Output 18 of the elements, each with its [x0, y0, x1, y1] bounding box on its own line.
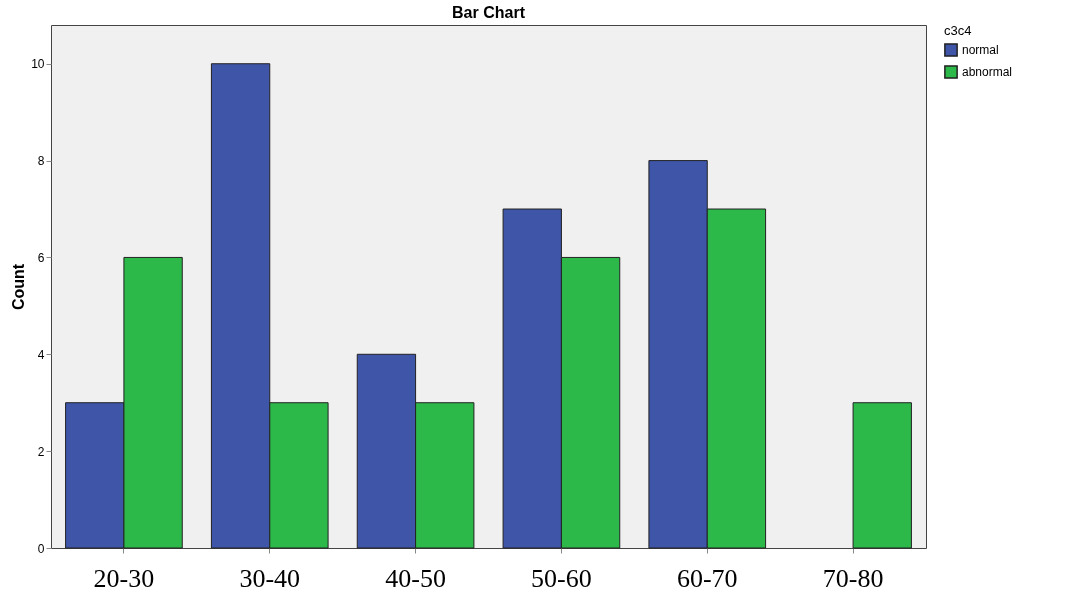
x-tick-label: 60-70 — [676, 563, 738, 593]
x-tick-label: 50-60 — [531, 563, 592, 593]
y-tick-label: 0 — [37, 541, 45, 556]
x-tick-label: 20-30 — [93, 563, 155, 593]
y-tick-label: 4 — [37, 347, 45, 362]
x-tick-label: 70-80 — [822, 563, 884, 593]
y-tick-label: 8 — [37, 154, 45, 169]
legend-label: normal — [962, 43, 999, 57]
x-tick-label: 30-40 — [239, 563, 301, 593]
legend-title: c3c4 — [944, 23, 972, 38]
legend-label: abnormal — [962, 65, 1013, 79]
y-axis-title: Count — [10, 263, 28, 311]
x-tick-label: 40-50 — [385, 563, 446, 593]
y-tick-label: 10 — [31, 57, 45, 72]
y-tick-label: 2 — [37, 444, 45, 459]
chart-title: Bar Chart — [452, 4, 526, 21]
bar — [852, 402, 912, 549]
y-tick-label: 6 — [37, 250, 45, 265]
